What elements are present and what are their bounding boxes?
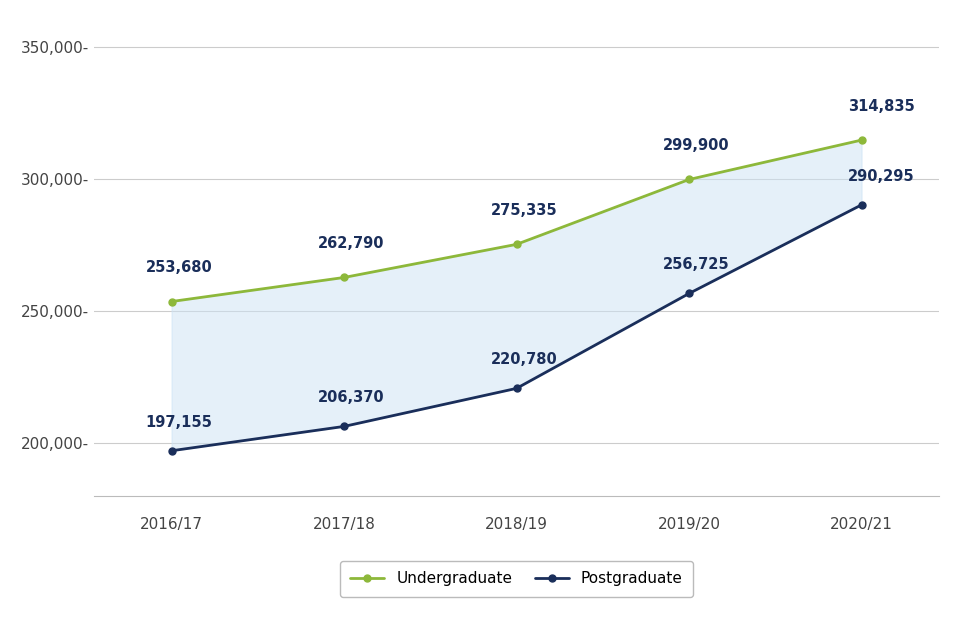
Text: 256,725: 256,725 <box>663 257 730 273</box>
Postgraduate <box>338 423 349 430</box>
Undergraduate <box>684 176 695 183</box>
Undergraduate <box>166 298 178 305</box>
Text: 275,335: 275,335 <box>491 203 558 218</box>
Line: Undergraduate: Undergraduate <box>168 137 865 305</box>
Postgraduate <box>166 447 178 454</box>
Text: 197,155: 197,155 <box>146 415 212 430</box>
Text: 220,780: 220,780 <box>491 352 558 367</box>
Undergraduate <box>855 137 867 144</box>
Postgraduate <box>511 384 522 392</box>
Text: 253,680: 253,680 <box>146 260 212 275</box>
Text: 314,835: 314,835 <box>848 99 915 114</box>
Text: 290,295: 290,295 <box>848 169 914 184</box>
Text: 299,900: 299,900 <box>663 138 730 153</box>
Legend: Undergraduate, Postgraduate: Undergraduate, Postgraduate <box>340 561 693 597</box>
Line: Postgraduate: Postgraduate <box>168 201 865 454</box>
Text: 206,370: 206,370 <box>318 391 385 405</box>
Undergraduate <box>511 240 522 248</box>
Text: 262,790: 262,790 <box>318 236 385 251</box>
Undergraduate <box>338 274 349 281</box>
Postgraduate <box>684 290 695 297</box>
Postgraduate <box>855 201 867 208</box>
